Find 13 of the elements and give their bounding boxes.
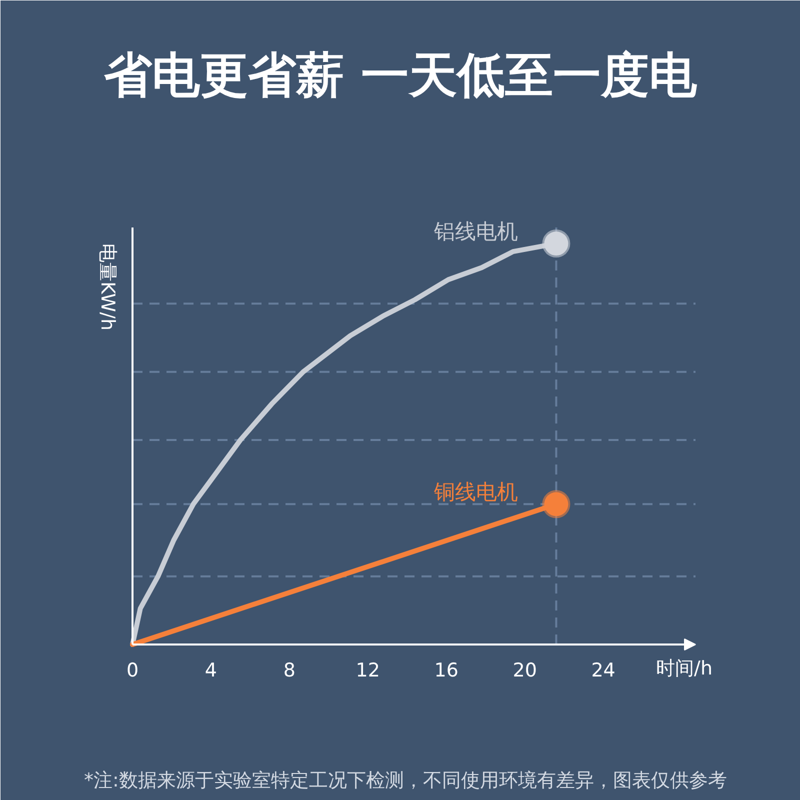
text: *注:数据来源于实验室特定工况下检测，不同使用环境有差异，图表仅供参考 [84,770,727,792]
x-tick-label: 8 [283,660,296,682]
x-tick-label: 0 [126,660,139,682]
x-tick-label: 20 [512,660,537,682]
x-axis-title: 时间/h [656,658,713,680]
x-tick-label: 24 [591,660,616,682]
series-label: 铝线电机 [433,220,518,244]
x-tick-label: 16 [434,660,458,682]
x-tick-label: 4 [204,660,218,682]
series-label: 铜线电机 [433,480,518,504]
chart-title: 省电更省薪 一天低至一度电 [103,48,698,104]
x-tick-label: 12 [356,660,380,682]
y-axis-title: 电量KW/h [96,244,118,331]
